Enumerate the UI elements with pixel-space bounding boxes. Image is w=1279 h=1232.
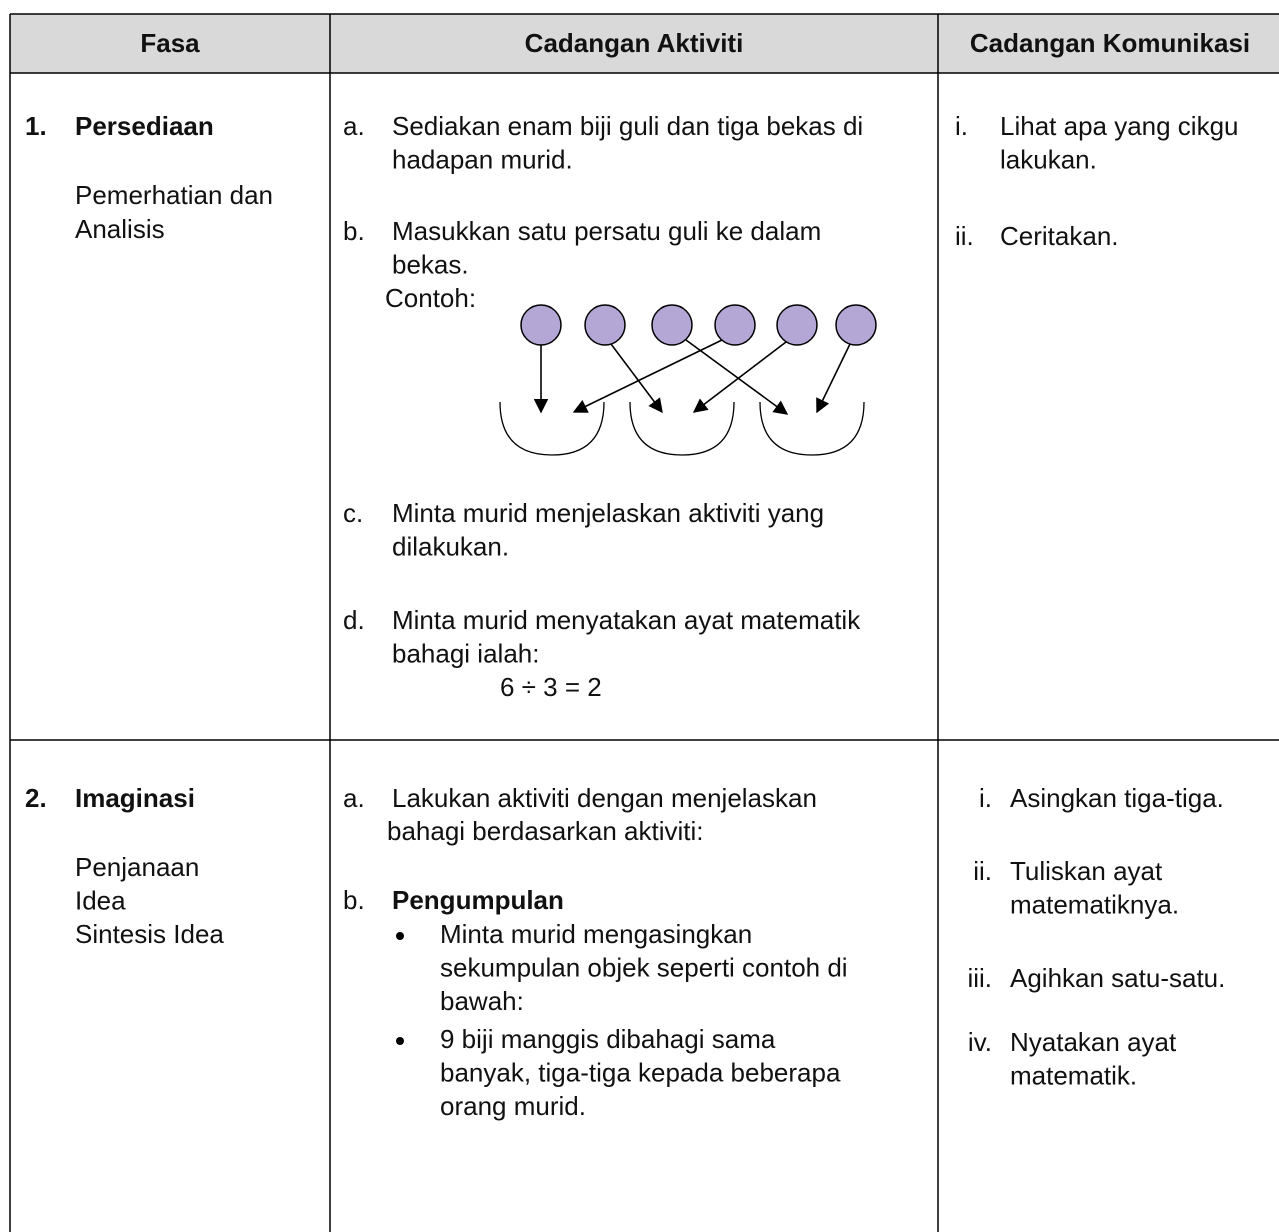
bullet-text: sekumpulan objek seperti contoh di [440,952,848,982]
phase-title: Imaginasi [75,783,195,813]
marble [714,304,756,346]
marble [776,304,818,346]
column-header: Cadangan Aktiviti [525,28,744,58]
bowl [629,401,735,456]
activity-heading: Pengumpulan [392,885,564,915]
communication-text: Nyatakan ayat [1010,1027,1177,1057]
communication-text: Asingkan tiga-tiga. [1010,783,1224,813]
bullet-text: bawah: [440,986,524,1016]
arrow [816,343,851,414]
arrow [692,341,787,413]
activity-text: dilakukan. [392,531,509,561]
bullet [396,932,404,940]
item-marker: iv. [968,1027,992,1057]
activity-text: bahagi ialah: [392,638,539,668]
item-marker: i. [955,111,968,141]
marble [835,304,877,346]
marble [520,304,562,346]
communication-text: Agihkan satu-satu. [1010,963,1225,993]
activity-text: Masukkan satu persatu guli ke dalam [392,216,821,246]
item-marker: d. [343,605,365,635]
bullet-text: banyak, tiga-tiga kepada beberapa [440,1057,841,1087]
header-background [10,14,1279,73]
activity-text: hadapan murid. [392,144,573,174]
phase-number: 2. [25,783,47,813]
item-marker: b. [343,216,365,246]
item-marker: ii. [955,221,974,251]
table-frame [9,13,1279,1232]
marble [584,304,626,346]
communication-text: Tuliskan ayat [1010,856,1163,886]
division-diagram [499,304,877,456]
communication-text: matematiknya. [1010,889,1179,919]
phase-subtitle: Idea [75,885,126,915]
example-label: Contoh: [385,283,476,313]
phase-number: 1. [25,111,47,141]
equation: 6 ÷ 3 = 2 [500,672,602,702]
bowl [499,401,605,456]
bullet [396,1037,404,1045]
item-marker: iii. [967,963,992,993]
bullet-text: 9 biji manggis dibahagi sama [440,1024,776,1054]
bowl [759,401,865,456]
arrow [610,343,663,414]
activity-text: Minta murid menyatakan ayat matematik [392,605,861,635]
column-header: Fasa [140,28,200,58]
phase-subtitle: Sintesis Idea [75,919,224,949]
communication-text: lakukan. [1000,144,1097,174]
activity-text: Minta murid menjelaskan aktiviti yang [392,498,824,528]
communication-text: Ceritakan. [1000,221,1119,251]
phase-subtitle: Penjanaan [75,852,199,882]
item-marker: a. [343,111,365,141]
phase-title: Persediaan [75,111,214,141]
item-marker: ii. [973,856,992,886]
activity-text: Sediakan enam biji guli dan tiga bekas d… [392,111,863,141]
item-marker: b. [343,885,365,915]
communication-text: Lihat apa yang cikgu [1000,111,1239,141]
arrow [685,339,789,415]
communication-text: matematik. [1010,1060,1137,1090]
item-marker: c. [343,498,363,528]
bullet-text: Minta murid mengasingkan [440,919,752,949]
marble [651,304,693,346]
bullet-text: orang murid. [440,1091,586,1121]
activity-text: bekas. [392,249,469,279]
column-header: Cadangan Komunikasi [970,28,1250,58]
activity-text: bahagi berdasarkan aktiviti: [387,816,704,846]
activity-text: Lakukan aktiviti dengan menjelaskan [392,783,817,813]
phase-subtitle: Pemerhatian dan [75,180,273,210]
item-marker: a. [343,783,365,813]
item-marker: i. [979,783,992,813]
phase-subtitle: Analisis [75,214,165,244]
arrow [572,339,723,413]
